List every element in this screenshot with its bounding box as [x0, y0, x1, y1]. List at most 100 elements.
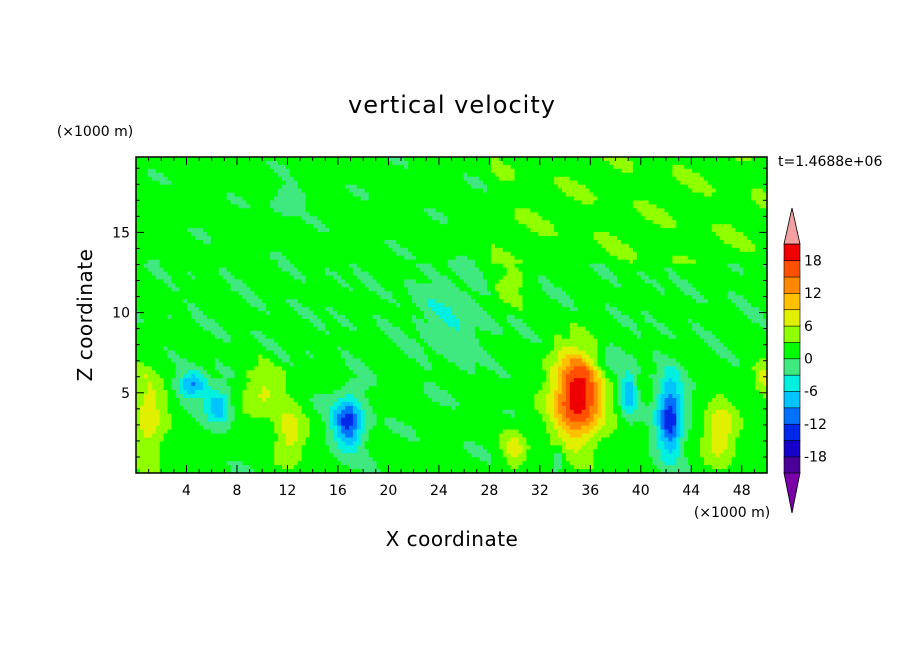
field-cell	[613, 188, 618, 193]
field-cell	[692, 243, 697, 249]
field-cell	[565, 204, 571, 209]
field-cell	[743, 192, 748, 197]
field-cell	[506, 180, 512, 186]
field-cell	[419, 263, 425, 268]
field-cell	[593, 271, 598, 276]
field-cell	[266, 196, 271, 201]
field-cell	[435, 216, 441, 221]
field-cell	[258, 212, 263, 217]
field-cell	[297, 243, 303, 249]
field-cell	[412, 184, 417, 189]
field-cell	[376, 275, 381, 280]
field-cell	[191, 275, 196, 280]
field-cell	[155, 184, 161, 189]
field-cell	[187, 160, 192, 166]
field-cell	[715, 196, 721, 201]
field-cell	[305, 275, 310, 280]
field-cell	[613, 247, 618, 253]
field-cell	[636, 224, 642, 229]
field-cell	[475, 247, 480, 253]
field-cell	[443, 232, 448, 237]
field-cell	[234, 168, 239, 174]
field-cell	[498, 168, 504, 174]
field-cell	[348, 157, 354, 162]
field-cell	[617, 243, 622, 249]
field-cell	[471, 232, 476, 237]
field-cell	[632, 180, 638, 186]
field-cell	[163, 180, 168, 186]
field-cell	[557, 220, 563, 225]
field-cell	[254, 243, 259, 249]
field-cell	[506, 192, 512, 197]
field-cell	[356, 236, 362, 241]
field-cell	[352, 164, 358, 170]
field-cell	[416, 216, 421, 221]
field-cell	[699, 192, 705, 197]
field-cell	[652, 196, 657, 201]
field-cell	[538, 164, 543, 170]
field-cell	[246, 180, 251, 186]
field-cell	[518, 220, 523, 225]
field-cell	[747, 168, 752, 174]
field-cell	[711, 176, 717, 182]
field-cell	[518, 263, 523, 268]
field-cell	[479, 236, 484, 241]
field-cell	[396, 263, 401, 268]
field-cell	[711, 220, 717, 225]
field-cell	[498, 212, 504, 217]
field-cell	[183, 200, 188, 205]
field-cell	[593, 220, 598, 225]
field-cell	[348, 196, 354, 201]
field-cell	[187, 184, 192, 189]
field-cell	[447, 212, 452, 217]
field-cell	[719, 255, 725, 261]
field-cell	[502, 228, 508, 233]
field-cell	[206, 236, 212, 241]
field-cell	[546, 228, 551, 233]
field-cell	[617, 251, 622, 257]
field-cell	[463, 212, 468, 217]
field-cell	[617, 180, 622, 186]
field-cell	[345, 192, 350, 197]
field-cell	[360, 232, 366, 237]
field-cell	[317, 176, 322, 182]
field-cell	[723, 188, 728, 193]
field-cell	[167, 212, 172, 217]
field-cell	[514, 196, 519, 201]
field-cell	[187, 200, 192, 205]
field-cell	[727, 184, 732, 189]
field-cell	[218, 208, 224, 213]
field-cell	[494, 208, 500, 213]
field-cell	[727, 192, 732, 197]
field-cell	[285, 196, 291, 201]
field-cell	[759, 160, 764, 166]
field-cell	[416, 180, 421, 186]
field-cell	[644, 236, 650, 241]
field-cell	[175, 208, 180, 213]
field-cell	[747, 172, 752, 178]
field-cell	[175, 220, 180, 225]
field-cell	[427, 271, 433, 276]
field-cell	[203, 220, 208, 225]
field-cell	[455, 204, 460, 209]
field-cell	[183, 164, 188, 170]
field-cell	[747, 255, 752, 261]
field-cell	[613, 232, 618, 237]
field-cell	[743, 239, 748, 245]
field-cell	[589, 220, 594, 225]
field-cell	[199, 271, 204, 276]
field-cell	[400, 164, 405, 170]
field-cell	[510, 200, 515, 205]
field-cell	[605, 224, 610, 229]
field-cell	[155, 172, 161, 178]
field-cell	[656, 224, 661, 229]
field-cell	[230, 200, 235, 205]
field-cell	[538, 157, 543, 162]
field-cell	[396, 224, 401, 229]
field-cell	[664, 180, 669, 186]
field-cell	[337, 196, 342, 201]
field-cell	[356, 188, 362, 193]
field-cell	[486, 236, 492, 241]
field-cell	[309, 263, 314, 268]
field-cell	[479, 168, 484, 174]
